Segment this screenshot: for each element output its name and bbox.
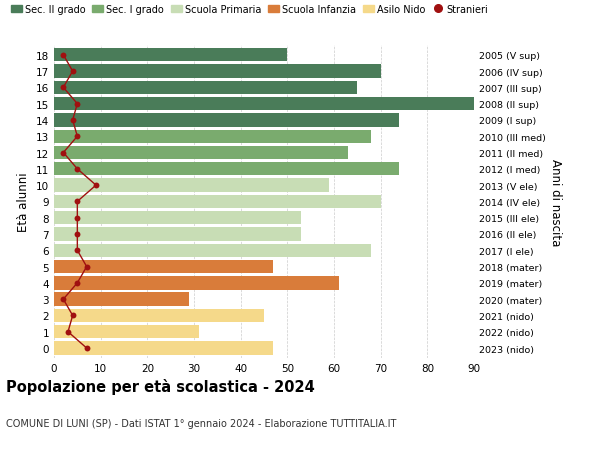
Bar [54, 325, 199, 339]
Point [59, 150, 68, 157]
Bar [54, 341, 274, 355]
Point [91, 182, 101, 190]
Bar [54, 179, 329, 192]
Bar [54, 309, 264, 322]
Bar [54, 195, 380, 209]
Bar [54, 244, 371, 257]
Point [68, 312, 77, 319]
Bar [54, 49, 287, 62]
Point [68, 117, 77, 124]
Point [73, 280, 82, 287]
Bar [54, 277, 338, 290]
Point [73, 166, 82, 173]
Bar [54, 228, 301, 241]
Point [82, 345, 91, 352]
Bar [54, 146, 348, 160]
Text: COMUNE DI LUNI (SP) - Dati ISTAT 1° gennaio 2024 - Elaborazione TUTTITALIA.IT: COMUNE DI LUNI (SP) - Dati ISTAT 1° genn… [6, 418, 397, 428]
Point [73, 214, 82, 222]
Bar [54, 98, 479, 111]
Point [73, 101, 82, 108]
Bar [54, 163, 400, 176]
Point [68, 68, 77, 76]
Point [63, 328, 73, 336]
Bar [54, 130, 371, 144]
Bar [54, 114, 400, 127]
Bar [54, 82, 358, 95]
Point [73, 198, 82, 206]
Y-axis label: Età alunni: Età alunni [17, 172, 31, 232]
Point [59, 52, 68, 59]
Y-axis label: Anni di nascita: Anni di nascita [550, 158, 562, 246]
Point [59, 296, 68, 303]
Point [59, 84, 68, 92]
Bar [54, 293, 190, 306]
Point [82, 263, 91, 271]
Text: Popolazione per età scolastica - 2024: Popolazione per età scolastica - 2024 [6, 379, 315, 395]
Bar [54, 65, 380, 78]
Point [73, 133, 82, 140]
Legend: Sec. II grado, Sec. I grado, Scuola Primaria, Scuola Infanzia, Asilo Nido, Stran: Sec. II grado, Sec. I grado, Scuola Prim… [11, 5, 488, 15]
Bar [54, 260, 274, 274]
Point [73, 247, 82, 254]
Point [73, 231, 82, 238]
Bar [54, 212, 301, 225]
